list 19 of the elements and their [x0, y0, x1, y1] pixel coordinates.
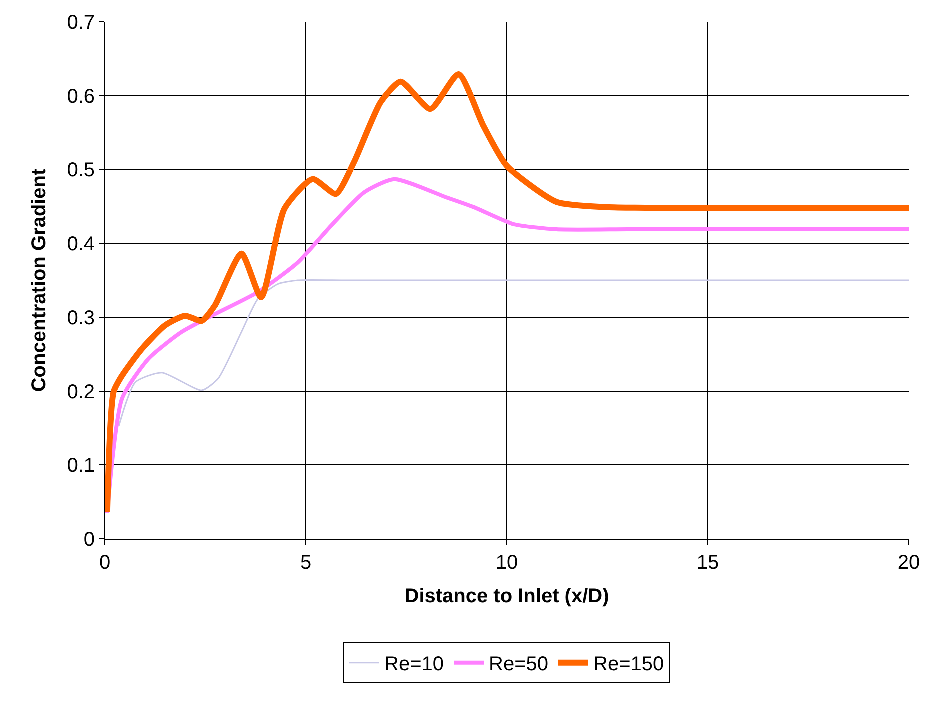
y-axis-title: Concentration Gradient [28, 168, 51, 392]
x-tick-label: 5 [300, 552, 312, 574]
y-tick-label: 0.7 [67, 12, 95, 34]
x-tick-label: 20 [898, 552, 920, 574]
line-series [118, 279, 909, 427]
x-tick-label: 0 [99, 552, 111, 574]
legend-label: Re=150 [594, 654, 664, 676]
y-tick-label: 0.3 [67, 307, 95, 330]
x-tick-label: 15 [696, 552, 720, 574]
y-tick-label: 0.1 [67, 455, 95, 478]
y-tick-label: 0.2 [67, 381, 95, 404]
y-tick-label: 0 [84, 529, 95, 551]
y-tick-label: 0.6 [67, 86, 95, 108]
x-tick-label: 10 [496, 552, 518, 574]
x-axis-title: Distance to Inlet (x/D) [404, 586, 610, 608]
legend-label: Re=10 [384, 654, 444, 676]
y-tick-label: 0.5 [67, 160, 95, 182]
legend-label: Re=50 [489, 654, 548, 676]
y-tick-label: 0.4 [67, 234, 95, 256]
